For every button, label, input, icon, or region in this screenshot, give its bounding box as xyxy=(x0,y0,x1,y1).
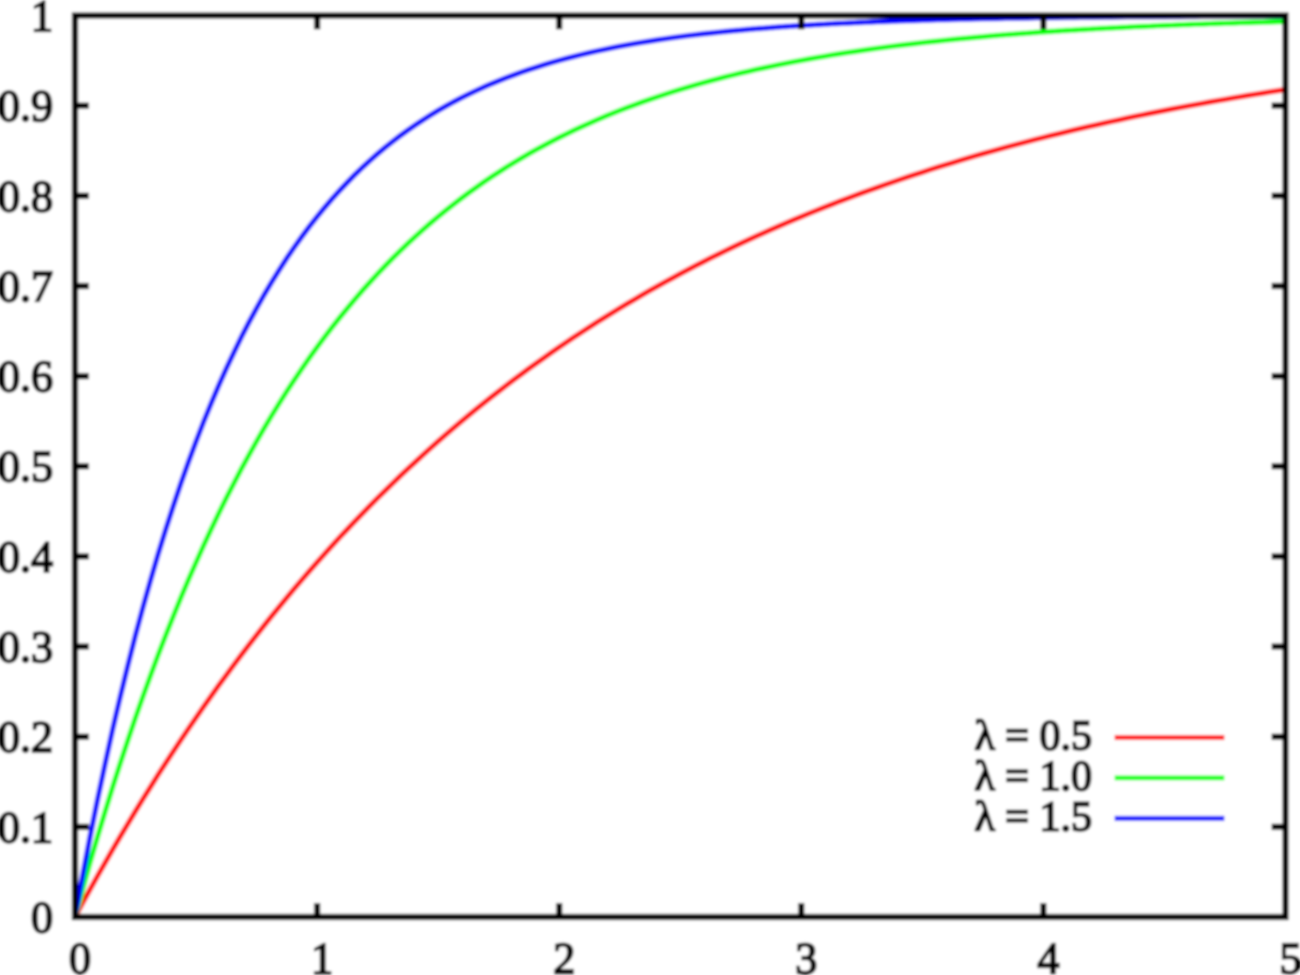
svg-text:1: 1 xyxy=(311,934,333,975)
svg-text:λ = 1.5: λ = 1.5 xyxy=(974,794,1092,840)
svg-text:0.4: 0.4 xyxy=(0,532,53,581)
svg-text:0.3: 0.3 xyxy=(0,623,53,672)
svg-text:5: 5 xyxy=(1280,934,1300,975)
svg-text:0: 0 xyxy=(69,934,91,975)
svg-text:0.7: 0.7 xyxy=(0,262,53,311)
svg-text:0.2: 0.2 xyxy=(0,713,53,762)
svg-text:0.6: 0.6 xyxy=(0,352,53,401)
svg-text:0: 0 xyxy=(31,893,53,942)
svg-text:4: 4 xyxy=(1037,934,1059,975)
svg-text:0.1: 0.1 xyxy=(0,803,53,852)
svg-text:0.8: 0.8 xyxy=(0,172,53,221)
svg-text:2: 2 xyxy=(553,934,575,975)
svg-text:λ = 0.5: λ = 0.5 xyxy=(974,714,1092,760)
svg-text:1: 1 xyxy=(31,0,53,41)
svg-text:λ = 1.0: λ = 1.0 xyxy=(974,754,1092,800)
svg-text:0.5: 0.5 xyxy=(0,442,53,491)
svg-text:3: 3 xyxy=(795,934,817,975)
svg-text:0.9: 0.9 xyxy=(0,82,53,131)
